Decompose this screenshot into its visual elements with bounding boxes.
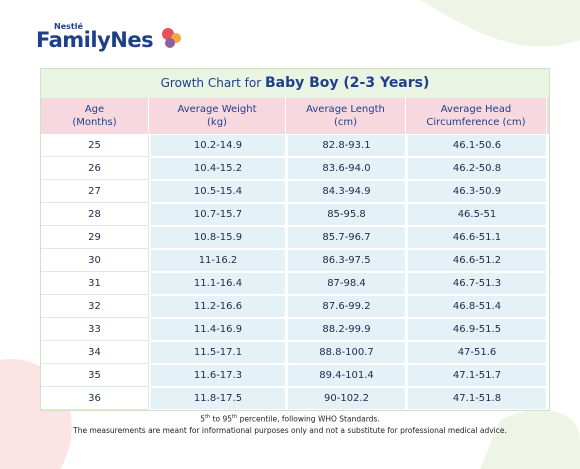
table-cell: 47.1-51.8 [406, 387, 547, 410]
table-cell: 47-51.6 [406, 341, 547, 364]
table-cell: 46.3-50.9 [406, 180, 547, 203]
corner-blob [420, 0, 580, 47]
table-cell: 84.3-94.9 [286, 180, 406, 203]
logo-icon [162, 28, 174, 40]
table-cell: 29 [41, 226, 149, 249]
footnote-part: 5 [200, 414, 206, 424]
table-cell: 11.1-16.4 [149, 272, 286, 295]
table-cell: 46.6-51.1 [406, 226, 547, 249]
table-cell: 83.6-94.0 [286, 157, 406, 180]
table-cell: 46.7-51.3 [406, 272, 547, 295]
table-cell: 10.2-14.9 [149, 134, 286, 157]
table-row: 30 11-16.2 86.3-97.5 46.6-51.2 [41, 249, 549, 272]
header-row: Age (Months) Average Weight (kg) Average Len… [41, 98, 549, 134]
table-row: 35 11.6-17.3 89.4-101.4 47.1-51.7 [41, 364, 549, 387]
table-cell: 11.6-17.3 [149, 364, 286, 387]
column-header: Average Length (cm) [286, 98, 406, 134]
table-row: 29 10.8-15.9 85.7-96.7 46.6-51.1 [41, 226, 549, 249]
table-cell: 47.1-51.7 [406, 364, 547, 387]
table-cell: 10.7-15.7 [149, 203, 286, 226]
header-line: Average Weight [177, 104, 257, 115]
footnote-part: th [205, 414, 211, 420]
table-cell: 30 [41, 249, 149, 272]
table-cell: 36 [41, 387, 149, 410]
header-line: (kg) [207, 117, 227, 128]
table-row: 26 10.4-15.2 83.6-94.0 46.2-50.8 [41, 157, 549, 180]
table-cell: 87.6-99.2 [286, 295, 406, 318]
table-cell: 46.2-50.8 [406, 157, 547, 180]
table-body: 25 10.2-14.9 82.8-93.1 46.1-50.6 26 10.4-15.2… [41, 134, 549, 410]
table-cell: 82.8-93.1 [286, 134, 406, 157]
header-line: Average Head [440, 104, 512, 115]
table-cell: 11.2-16.6 [149, 295, 286, 318]
title-emphasis: Baby Boy (2-3 Years) [264, 75, 430, 91]
header-line: Circumference (cm) [426, 117, 526, 128]
table-row: 25 10.2-14.9 82.8-93.1 46.1-50.6 [41, 134, 549, 157]
table-cell: 85.7-96.7 [286, 226, 406, 249]
table-cell: 34 [41, 341, 149, 364]
table-title: Growth Chart for Baby Boy (2-3 Years) [41, 69, 549, 98]
table-cell: 25 [41, 134, 149, 157]
table-cell: 11.4-16.9 [149, 318, 286, 341]
table: Growth Chart for Baby Boy (2-3 Years) Ag… [40, 68, 550, 411]
table-row: 32 11.2-16.6 87.6-99.2 46.8-51.4 [41, 295, 549, 318]
header-line: (Months) [72, 117, 117, 128]
title-prefix: Growth Chart for [160, 76, 262, 90]
brand: FamilyNes [36, 28, 154, 52]
column-header: Average Weight (kg) [149, 98, 286, 134]
brand-small: Nestlé [54, 22, 83, 31]
footnote-part: to 95 [210, 414, 233, 424]
table-row: 31 11.1-16.4 87-98.4 46.7-51.3 [41, 272, 549, 295]
disclaimer: The measurements are meant for informati… [73, 426, 507, 435]
table-cell: 10.5-15.4 [149, 180, 286, 203]
column-header: Average Head Circumference (cm) [406, 98, 547, 134]
table-cell: 28 [41, 203, 149, 226]
table-cell: 10.4-15.2 [149, 157, 286, 180]
table-cell: 11-16.2 [149, 249, 286, 272]
table-cell: 33 [41, 318, 149, 341]
table-cell: 46.8-51.4 [406, 295, 547, 318]
table-cell: 87-98.4 [286, 272, 406, 295]
table-row: 36 11.8-17.5 90-102.2 47.1-51.8 [41, 387, 549, 410]
table-cell: 89.4-101.4 [286, 364, 406, 387]
header-line: Age [84, 104, 105, 115]
footnote: 5th to 95th percentile, following WHO St… [0, 414, 580, 424]
table-cell: 27 [41, 180, 149, 203]
table-cell: 86.3-97.5 [286, 249, 406, 272]
header-line: (cm) [333, 117, 358, 128]
footnote-part: percentile, following WHO Standards. [237, 414, 380, 424]
table-row: 28 10.7-15.7 85-95.8 46.5-51 [41, 203, 549, 226]
table-cell: 11.5-17.1 [149, 341, 286, 364]
footnote-part: th [232, 414, 238, 420]
table-cell: 11.8-17.5 [149, 387, 286, 410]
table-cell: 46.5-51 [406, 203, 547, 226]
table-cell: 35 [41, 364, 149, 387]
table-cell: 88.2-99.9 [286, 318, 406, 341]
table-cell: 88.8-100.7 [286, 341, 406, 364]
header-line: Average Length [306, 104, 385, 115]
table-row: 27 10.5-15.4 84.3-94.9 46.3-50.9 [41, 180, 549, 203]
table-cell: 32 [41, 295, 149, 318]
corner-blob [480, 409, 580, 469]
table-row: 33 11.4-16.9 88.2-99.9 46.9-51.5 [41, 318, 549, 341]
table-cell: 85-95.8 [286, 203, 406, 226]
table-row: 34 11.5-17.1 88.8-100.7 47-51.6 [41, 341, 549, 364]
table-cell: 31 [41, 272, 149, 295]
table-cell: 46.6-51.2 [406, 249, 547, 272]
table-cell: 46.1-50.6 [406, 134, 547, 157]
table-cell: 46.9-51.5 [406, 318, 547, 341]
table-cell: 10.8-15.9 [149, 226, 286, 249]
column-header: Age (Months) [41, 98, 149, 134]
table-cell: 90-102.2 [286, 387, 406, 410]
table-cell: 26 [41, 157, 149, 180]
logo-icon [165, 38, 175, 48]
